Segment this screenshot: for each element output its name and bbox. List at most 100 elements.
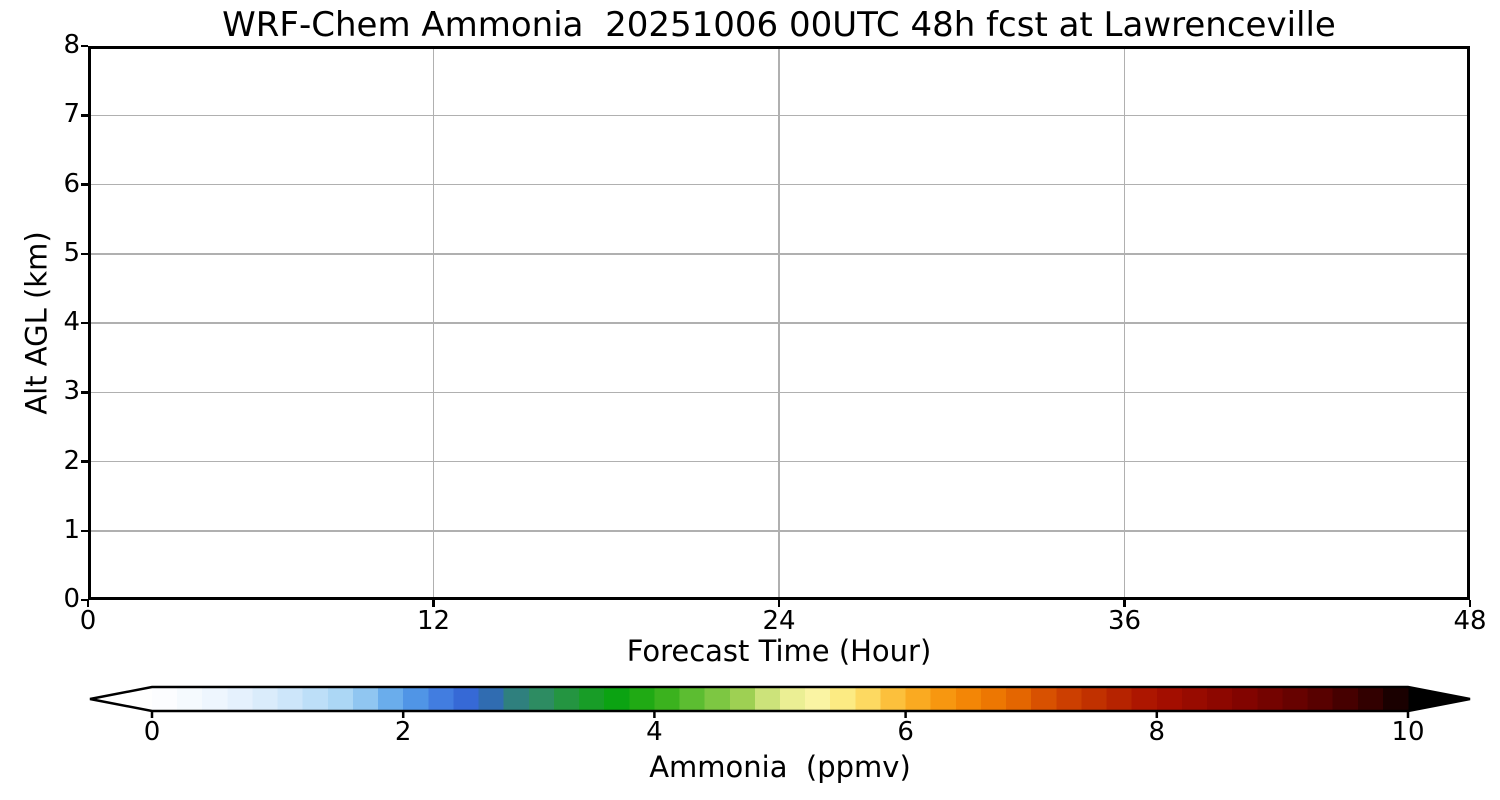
colorbar-band <box>152 687 178 711</box>
colorbar-band <box>453 687 480 711</box>
colorbar-band <box>855 687 882 711</box>
y-tick-mark <box>81 114 88 117</box>
y-gridline <box>88 114 1470 116</box>
colorbar-band <box>302 687 329 711</box>
y-tick-label: 8 <box>63 30 80 61</box>
colorbar-band <box>428 687 455 711</box>
grid-container <box>88 46 1470 600</box>
x-tick-mark <box>432 600 435 607</box>
colorbar-band <box>352 687 379 711</box>
colorbar-band <box>553 687 580 711</box>
y-tick-label: 7 <box>63 99 80 130</box>
colorbar-band <box>880 687 907 711</box>
colorbar-band <box>1106 687 1133 711</box>
colorbar-band <box>805 687 831 711</box>
y-tick-label: 0 <box>63 584 80 615</box>
colorbar-band <box>1232 687 1258 711</box>
y-tick-label: 4 <box>63 307 80 338</box>
y-tick-mark <box>81 529 88 532</box>
colorbar-band <box>1181 687 1208 711</box>
y-tick-mark <box>81 321 88 325</box>
y-tick-label: 2 <box>63 445 80 476</box>
x-tick-mark <box>1123 600 1126 607</box>
y-tick-mark <box>81 598 88 602</box>
colorbar-band <box>754 687 781 711</box>
plot-frame <box>88 46 1470 600</box>
colorbar-tick-label: 0 <box>143 717 161 747</box>
colorbar-band <box>478 687 505 711</box>
colorbar-band <box>403 687 429 711</box>
colorbar-band <box>503 687 530 711</box>
colorbar-band <box>1357 687 1384 711</box>
y-tick-mark <box>81 460 88 463</box>
colorbar-band <box>1257 687 1283 711</box>
y-tick-mark <box>81 183 88 186</box>
colorbar-band <box>1131 687 1158 711</box>
colorbar-label: Ammonia (ppmv) <box>649 750 911 784</box>
colorbar-band <box>654 687 681 711</box>
colorbar-band <box>277 687 304 711</box>
colorbar-tick-label: 2 <box>394 717 412 747</box>
colorbar-band <box>729 687 756 711</box>
colorbar-band <box>1031 687 1057 711</box>
x-tick-label: 12 <box>416 606 451 636</box>
colorbar-over-arrow <box>1408 687 1470 711</box>
colorbar-tick-label: 6 <box>897 717 914 747</box>
y-tick-mark <box>81 391 88 394</box>
colorbar-band <box>1207 687 1233 711</box>
colorbar-band <box>177 687 203 711</box>
colorbar-band <box>679 687 706 711</box>
colorbar-tick-label: 4 <box>646 717 663 747</box>
colorbar-band <box>202 687 228 711</box>
colorbar-band <box>528 687 555 711</box>
y-gridline <box>88 322 1470 324</box>
colorbar-band <box>1382 687 1409 711</box>
colorbar-band <box>1332 687 1359 711</box>
y-tick-label: 1 <box>63 514 80 545</box>
colorbar-band <box>780 687 806 711</box>
y-tick-label: 5 <box>63 237 80 268</box>
x-tick-mark <box>1468 600 1472 607</box>
y-tick-label: 3 <box>63 376 80 407</box>
y-gridline <box>88 530 1470 532</box>
colorbar-band <box>1081 687 1108 711</box>
colorbar-band <box>227 687 254 711</box>
x-axis-label: Forecast Time (Hour) <box>626 634 932 668</box>
colorbar-band <box>1307 687 1334 711</box>
colorbar-band <box>830 687 856 711</box>
y-tick-label: 6 <box>63 168 80 199</box>
x-tick-mark <box>86 600 90 607</box>
colorbar-band <box>1006 687 1032 711</box>
colorbar-band <box>955 687 982 711</box>
y-tick-mark <box>81 44 88 48</box>
y-gridline <box>88 183 1470 186</box>
colorbar-under-arrow <box>90 687 152 711</box>
colorbar-band <box>629 687 655 711</box>
colorbar-band <box>1056 687 1083 711</box>
colorbar-band <box>1156 687 1183 711</box>
colorbar-band <box>378 687 404 711</box>
x-tick-mark <box>777 600 781 607</box>
y-gridline <box>88 460 1470 463</box>
colorbar-band <box>252 687 279 711</box>
colorbar-band <box>930 687 957 711</box>
colorbar-tick-label: 10 <box>1391 717 1425 747</box>
y-gridline <box>88 391 1470 393</box>
colorbar-band <box>905 687 932 711</box>
x-tick-label: 24 <box>762 606 796 636</box>
colorbar-band <box>704 687 731 711</box>
colorbar-band <box>980 687 1007 711</box>
colorbar-band <box>604 687 630 711</box>
colorbar-outline <box>89 685 1471 713</box>
y-tick-mark <box>81 252 88 255</box>
colorbar-tick-label: 8 <box>1148 717 1166 747</box>
colorbar-band <box>1282 687 1309 711</box>
x-tick-label: 0 <box>79 606 97 636</box>
chart-title: WRF-Chem Ammonia 20251006 00UTC 48h fcst… <box>222 5 1336 45</box>
x-tick-label: 36 <box>1107 606 1142 636</box>
colorbar-band <box>327 687 354 711</box>
y-gridline <box>88 253 1470 255</box>
colorbar-band <box>579 687 605 711</box>
x-tick-label: 48 <box>1453 606 1487 636</box>
